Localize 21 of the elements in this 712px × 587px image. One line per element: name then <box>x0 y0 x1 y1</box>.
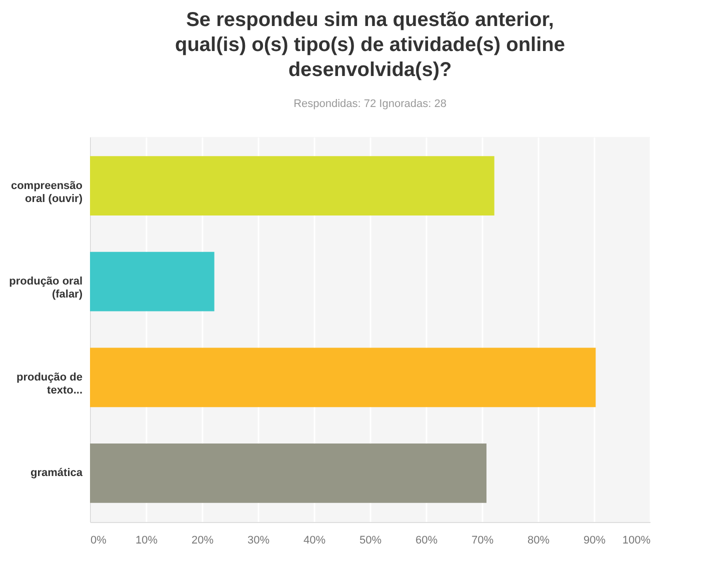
y-tick-label: produção de texto... <box>16 371 82 396</box>
y-tick-label: gramática <box>30 467 84 480</box>
bar <box>90 348 596 408</box>
bar <box>90 156 494 216</box>
chart-title: Se respondeu sim na questão anterior, qual(is) o(s) tipo(s) de atividade(s) online desenvolvida(s)? <box>174 9 566 81</box>
x-tick-label: 90% <box>583 534 606 546</box>
y-tick-label: produção oral (falar) <box>9 276 83 301</box>
x-tick-label: 50% <box>359 534 382 546</box>
y-tick-label: compreensão oral (ouvir) <box>10 180 83 205</box>
x-tick-label: 60% <box>415 534 438 546</box>
bar <box>90 443 486 503</box>
x-tick-label: 70% <box>471 534 494 546</box>
bar <box>90 252 214 312</box>
x-tick-label: 80% <box>527 534 550 546</box>
x-tick-label: 20% <box>191 534 214 546</box>
x-tick-label: 40% <box>303 534 326 546</box>
x-tick-label: 0% <box>90 534 107 546</box>
x-tick-label: 10% <box>135 534 158 546</box>
x-tick-label: 100% <box>622 534 651 546</box>
x-tick-label: 30% <box>247 534 270 546</box>
chart-subtitle: Respondidas: 72 Ignoradas: 28 <box>294 98 446 110</box>
